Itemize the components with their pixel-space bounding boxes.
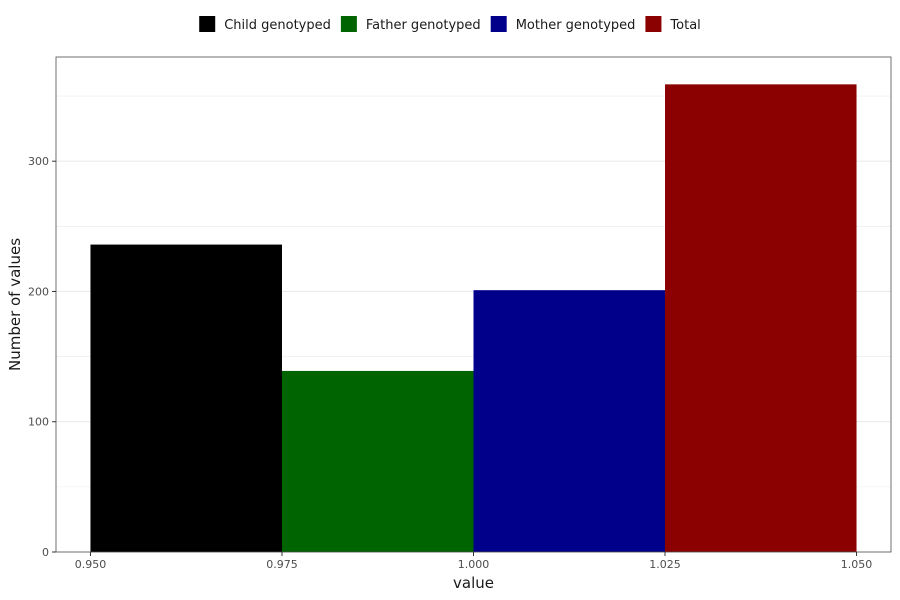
legend-label-child-genotyped: Child genotyped (224, 18, 331, 33)
bar-child-genotyped (90, 244, 282, 552)
bar-father-genotyped (281, 370, 474, 552)
legend-label-total: Total (669, 18, 700, 33)
y-axis-title: Number of values (6, 238, 24, 371)
x-tick-label: 1.000 (458, 558, 490, 571)
legend-item-child-genotyped: Child genotyped (199, 16, 331, 33)
legend-item-total: Total (645, 16, 701, 33)
legend-key-father-genotyped (340, 16, 357, 32)
x-tick-label: 0.975 (266, 558, 298, 571)
y-tick-label: 300 (28, 155, 49, 168)
legend: Child genotyped Father genotyped Mother ge… (199, 16, 701, 33)
legend-label-father-genotyped: Father genotyped (366, 18, 481, 33)
x-axis: 0.950 0.975 1.000 1.025 1.050 (75, 552, 873, 571)
legend-key-mother-genotyped (490, 16, 507, 32)
bars (90, 84, 857, 553)
y-tick-label: 200 (28, 285, 49, 298)
y-tick-label: 0 (42, 546, 49, 559)
y-axis: 0 100 200 300 (28, 155, 56, 559)
y-tick-label: 100 (28, 416, 49, 429)
x-tick-label: 1.050 (841, 558, 873, 571)
legend-item-mother-genotyped: Mother genotyped (490, 16, 636, 33)
legend-label-mother-genotyped: Mother genotyped (516, 18, 636, 33)
bar-total (665, 84, 857, 553)
legend-key-total (645, 16, 662, 32)
legend-key-child-genotyped (199, 16, 216, 32)
x-tick-label: 1.025 (649, 558, 681, 571)
x-axis-title: value (453, 574, 494, 592)
legend-item-father-genotyped: Father genotyped (340, 16, 481, 33)
bar-mother-genotyped (473, 290, 666, 552)
x-tick-label: 0.950 (75, 558, 107, 571)
